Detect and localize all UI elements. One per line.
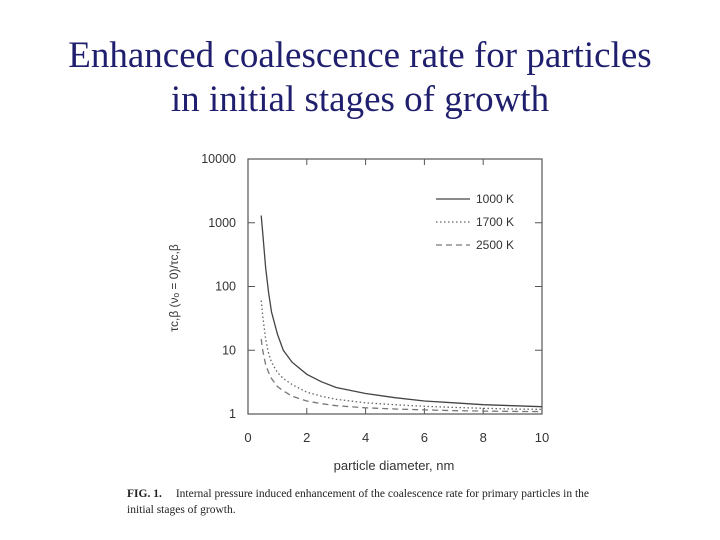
y-tick-label-3: 1000 <box>208 216 236 230</box>
slide-title: Enhanced coalescence rate for particles … <box>0 34 720 122</box>
x-tick-label-5: 10 <box>535 430 549 445</box>
series-line-1700-k <box>260 300 543 411</box>
y-tick-label-4: 10000 <box>201 152 236 166</box>
axis-ticks: 0 2 4 6 8 10 1 10 100 1000 10000 <box>201 152 549 445</box>
y-tick-label-0: 1 <box>229 407 236 421</box>
legend: 1000 K 1700 K 2500 K <box>436 192 514 252</box>
x-tick-label-1: 2 <box>303 430 310 445</box>
series-line-2500-k <box>260 338 543 413</box>
x-tick-label-4: 8 <box>480 430 487 445</box>
legend-label-0: 1000 K <box>476 192 514 206</box>
caption-label: FIG. 1. <box>127 488 162 500</box>
figure-caption: FIG. 1. Internal pressure induced enhance… <box>127 486 607 518</box>
x-axis-label: particle diameter, nm <box>334 458 455 473</box>
y-tick-label-2: 100 <box>215 280 236 294</box>
caption-text: Internal pressure induced enhancement of… <box>127 488 589 516</box>
series-line-1000-k <box>260 215 543 408</box>
x-tick-label-3: 6 <box>421 430 428 445</box>
legend-label-2: 2500 K <box>476 238 514 252</box>
slide-title-line-2: in initial stages of growth <box>170 79 550 120</box>
y-axis-label: τc,β (νₒ = 0)/τc,β <box>167 244 181 332</box>
slide-title-line-1: Enhanced coalescence rate for particles <box>68 35 652 76</box>
x-tick-label-0: 0 <box>244 430 251 445</box>
x-tick-label-2: 4 <box>362 430 369 445</box>
legend-label-1: 1700 K <box>476 215 514 229</box>
y-tick-label-1: 10 <box>222 343 236 357</box>
series-layer <box>260 215 543 413</box>
